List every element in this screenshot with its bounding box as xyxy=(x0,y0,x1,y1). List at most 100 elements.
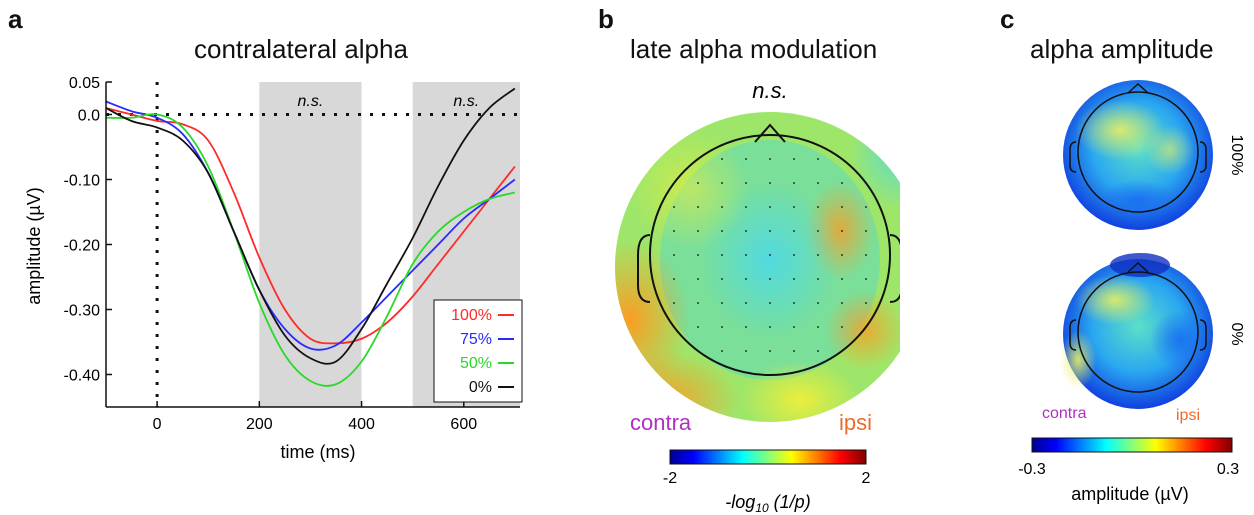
colorbar-c-max: 0.3 xyxy=(1217,461,1239,478)
electrode-dot xyxy=(745,302,747,304)
electrode-dot xyxy=(817,326,819,328)
axes: 0.05 0.0 -0.10 -0.20 -0.30 -0.40 0 200 400 600 xyxy=(64,75,520,433)
x-tick-label-0: 0 xyxy=(153,416,162,433)
electrode-dot xyxy=(697,230,699,232)
electrode-dot xyxy=(841,182,843,184)
colorbar-c xyxy=(1031,437,1233,453)
series-line-1 xyxy=(105,100,516,351)
legend-box xyxy=(433,299,523,403)
y-tick-label-5: -0.40 xyxy=(64,368,101,385)
electrode-dot xyxy=(721,254,723,256)
electrode-dot xyxy=(841,302,843,304)
electrode-dot xyxy=(673,230,675,232)
map-label-0: 0% xyxy=(1228,322,1245,345)
electrode-dot xyxy=(697,182,699,184)
legend-label-1: 75% xyxy=(460,331,492,348)
electrode-dot xyxy=(865,278,867,280)
electrode-dot xyxy=(769,302,771,304)
electrode-dot xyxy=(721,326,723,328)
line-chart: n.s. n.s. 0.05 0.0 -0.10 -0.20 -0.30 -0.40 0 200… xyxy=(24,75,523,462)
electrode-dot xyxy=(673,254,675,256)
panel-letter-b: b xyxy=(598,4,614,34)
x-tick-label-1: 200 xyxy=(246,416,273,433)
electrode-dot xyxy=(793,230,795,232)
electrode-dot xyxy=(841,230,843,232)
topomap-b-fill xyxy=(615,112,900,422)
electrode-dot xyxy=(721,302,723,304)
panel-letter-c: c xyxy=(1000,4,1015,34)
y-tick-label-1: 0.0 xyxy=(78,108,100,125)
electrode-dot xyxy=(793,158,795,160)
electrode-dot xyxy=(793,326,795,328)
electrode-dot xyxy=(817,206,819,208)
legend-label-0: 100% xyxy=(451,307,492,324)
series-line-2 xyxy=(105,113,516,387)
topomap-b: n.s. contra ipsi -2 2 -log10 (1/p) xyxy=(615,78,900,515)
electrode-dot xyxy=(793,302,795,304)
electrode-dot xyxy=(817,350,819,352)
colorbar-b-max: 2 xyxy=(862,470,871,487)
map-label-100: 100% xyxy=(1228,135,1245,176)
colorbar-b xyxy=(669,449,867,465)
panel-b-title: late alpha modulation xyxy=(630,34,878,64)
electrode-dot xyxy=(721,158,723,160)
y-tick-label-3: -0.20 xyxy=(64,238,101,255)
electrode-dot xyxy=(793,206,795,208)
electrode-dot xyxy=(865,254,867,256)
electrode-dot xyxy=(721,278,723,280)
electrode-dot xyxy=(721,182,723,184)
electrode-dot xyxy=(721,350,723,352)
ipsi-label-c: ipsi xyxy=(1176,407,1200,424)
panel-c-title: alpha amplitude xyxy=(1030,34,1214,64)
electrode-dot xyxy=(745,206,747,208)
series-lines xyxy=(105,87,516,387)
colorbar-c-label: amplitude (µV) xyxy=(1071,484,1188,504)
y-axis-label: amplitude (µV) xyxy=(24,187,44,304)
electrode-dot xyxy=(817,182,819,184)
head-outline-b xyxy=(649,134,891,376)
electrode-dot xyxy=(745,158,747,160)
electrode-dot xyxy=(745,326,747,328)
electrode-dot xyxy=(769,230,771,232)
ns-label-a-1: n.s. xyxy=(453,93,479,110)
y-tick-label-4: -0.30 xyxy=(64,303,101,320)
electrode-dot xyxy=(793,182,795,184)
x-tick-label-3: 600 xyxy=(450,416,477,433)
electrode-dot xyxy=(697,206,699,208)
electrode-dot xyxy=(721,206,723,208)
electrode-dot xyxy=(865,230,867,232)
electrode-dot xyxy=(769,206,771,208)
topomap-c-100 xyxy=(1063,80,1213,230)
x-tick-label-2: 400 xyxy=(348,416,375,433)
electrode-dot xyxy=(841,206,843,208)
ns-label-a-0: n.s. xyxy=(298,93,324,110)
electrode-dot xyxy=(697,302,699,304)
y-tick-label-0: 0.05 xyxy=(69,75,100,92)
electrode-dots-b xyxy=(673,158,867,352)
electrode-dot xyxy=(697,326,699,328)
ns-label-b: n.s. xyxy=(752,78,787,103)
electrode-dot xyxy=(745,182,747,184)
electrode-dot xyxy=(673,278,675,280)
electrode-dot xyxy=(769,254,771,256)
electrode-dot xyxy=(841,326,843,328)
electrode-dot xyxy=(841,254,843,256)
electrode-dot xyxy=(745,350,747,352)
electrode-dot xyxy=(817,278,819,280)
topomap-c-0 xyxy=(1060,253,1213,409)
contra-label-c: contra xyxy=(1042,405,1087,422)
series-line-3 xyxy=(105,87,516,365)
panel-a-title: contralateral alpha xyxy=(194,34,408,64)
electrode-dot xyxy=(769,350,771,352)
electrode-dot xyxy=(817,302,819,304)
legend-label-2: 50% xyxy=(460,355,492,372)
electrode-dot xyxy=(793,254,795,256)
panel-letter-a: a xyxy=(8,4,23,34)
ipsi-label-b: ipsi xyxy=(839,410,872,435)
legend: 100% 75% 50% 0% xyxy=(433,299,523,403)
electrode-dot xyxy=(769,158,771,160)
electrode-dot xyxy=(673,302,675,304)
electrode-dot xyxy=(697,254,699,256)
electrode-dot xyxy=(769,326,771,328)
electrode-dot xyxy=(745,254,747,256)
